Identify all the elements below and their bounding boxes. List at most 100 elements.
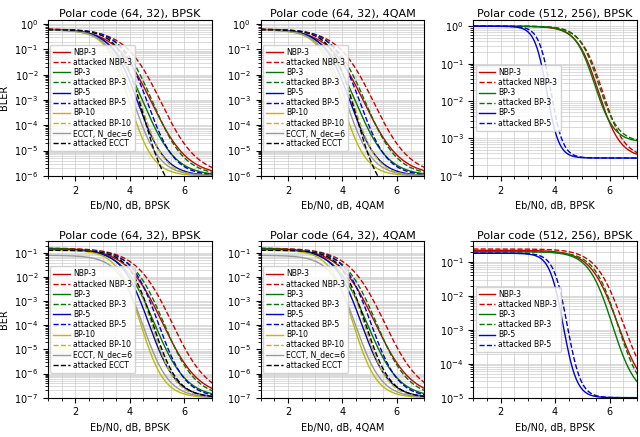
attacked BP-5	[360, 111, 368, 116]
BP-10	[148, 153, 156, 158]
ECCT, N_dec=6	[187, 392, 195, 397]
attacked BP-5	[145, 103, 152, 108]
ECCT, N_dec=6	[187, 171, 195, 177]
attacked BP-3	[257, 246, 265, 251]
attacked ECCT	[257, 248, 264, 253]
attacked BP-3	[213, 390, 221, 395]
NBP-3	[399, 158, 407, 163]
BP-5	[623, 395, 630, 400]
NBP-3	[612, 316, 620, 321]
attacked NBP-3	[187, 149, 195, 154]
BP-3	[623, 135, 630, 140]
attacked ECCT	[257, 27, 264, 32]
NBP-3	[44, 246, 52, 251]
attacked NBP-3	[410, 159, 418, 164]
attacked BP-10	[357, 124, 365, 129]
attacked ECCT	[45, 27, 52, 32]
BP-10	[145, 149, 152, 154]
BP-5	[213, 394, 221, 399]
attacked NBP-3	[213, 383, 221, 388]
attacked ECCT	[357, 309, 365, 314]
NBP-3	[360, 100, 368, 105]
Line: BP-5: BP-5	[260, 30, 429, 175]
attacked NBP-3	[257, 246, 265, 251]
attacked BP-3	[470, 249, 477, 254]
BP-3	[257, 246, 265, 252]
BP-3	[426, 172, 433, 177]
ECCT, N_dec=6	[399, 392, 407, 397]
Line: NBP-3: NBP-3	[48, 248, 217, 391]
Line: attacked NBP-3: attacked NBP-3	[260, 248, 429, 386]
BP-10	[197, 173, 205, 178]
attacked ECCT	[357, 307, 365, 312]
attacked BP-3	[360, 293, 368, 298]
attacked BP-5	[197, 389, 205, 394]
NBP-3	[639, 153, 640, 158]
attacked ECCT	[257, 248, 265, 253]
NBP-3	[469, 24, 477, 29]
NBP-3	[612, 132, 620, 138]
attacked BP-3	[469, 249, 477, 254]
BP-10	[426, 395, 433, 400]
BP-10	[45, 28, 52, 33]
Line: attacked BP-5: attacked BP-5	[473, 26, 640, 158]
Line: attacked ECCT: attacked ECCT	[48, 250, 217, 397]
attacked BP-10	[399, 171, 407, 177]
attacked NBP-3	[213, 167, 221, 172]
attacked BP-10	[197, 172, 205, 177]
BP-10	[357, 343, 365, 349]
attacked NBP-3	[257, 27, 264, 32]
attacked BP-3	[357, 287, 365, 292]
attacked BP-3	[470, 24, 477, 29]
BP-5	[410, 172, 418, 177]
attacked BP-10	[45, 28, 52, 33]
attacked NBP-3	[144, 74, 152, 80]
attacked ECCT	[187, 388, 195, 393]
attacked ECCT	[213, 198, 221, 203]
NBP-3	[45, 246, 52, 251]
BP-5	[257, 247, 265, 252]
NBP-3	[187, 158, 195, 163]
attacked BP-3	[573, 35, 580, 40]
BP-3	[357, 306, 365, 312]
Line: ECCT, N_dec=6: ECCT, N_dec=6	[48, 30, 217, 176]
BP-3	[639, 139, 640, 144]
ECCT, N_dec=6	[399, 171, 407, 177]
BP-5	[45, 27, 52, 32]
attacked BP-5	[469, 250, 477, 256]
attacked ECCT	[148, 317, 156, 322]
BP-10	[257, 248, 264, 253]
NBP-3	[145, 293, 152, 298]
attacked BP-3	[187, 371, 195, 376]
attacked BP-5	[410, 389, 418, 394]
attacked BP-5	[148, 302, 156, 308]
Line: BP-10: BP-10	[48, 250, 217, 397]
BP-10	[144, 343, 152, 349]
attacked BP-10	[144, 310, 152, 316]
attacked BP-3	[357, 90, 365, 95]
BP-5	[197, 172, 205, 177]
BP-5	[573, 154, 580, 160]
attacked BP-5	[357, 294, 365, 299]
Y-axis label: BLER: BLER	[0, 85, 8, 111]
BP-3	[570, 255, 578, 260]
BP-5	[187, 388, 195, 394]
attacked BP-5	[357, 101, 365, 107]
Legend: NBP-3, attacked NBP-3, BP-3, attacked BP-3, BP-5, attacked BP-5: NBP-3, attacked NBP-3, BP-3, attacked BP…	[476, 65, 561, 131]
BP-3	[639, 384, 640, 389]
ECCT, N_dec=6	[357, 336, 365, 342]
Line: attacked BP-5: attacked BP-5	[48, 250, 217, 395]
attacked BP-3	[360, 97, 368, 102]
BP-5	[360, 328, 368, 333]
attacked BP-3	[148, 293, 156, 298]
attacked BP-3	[257, 27, 265, 32]
BP-5	[257, 27, 264, 32]
attacked ECCT	[144, 307, 152, 312]
NBP-3	[639, 374, 640, 379]
attacked NBP-3	[148, 80, 156, 86]
BP-10	[213, 395, 221, 400]
BP-3	[623, 361, 630, 366]
attacked NBP-3	[148, 282, 156, 287]
attacked BP-5	[470, 250, 477, 256]
attacked NBP-3	[357, 278, 365, 283]
